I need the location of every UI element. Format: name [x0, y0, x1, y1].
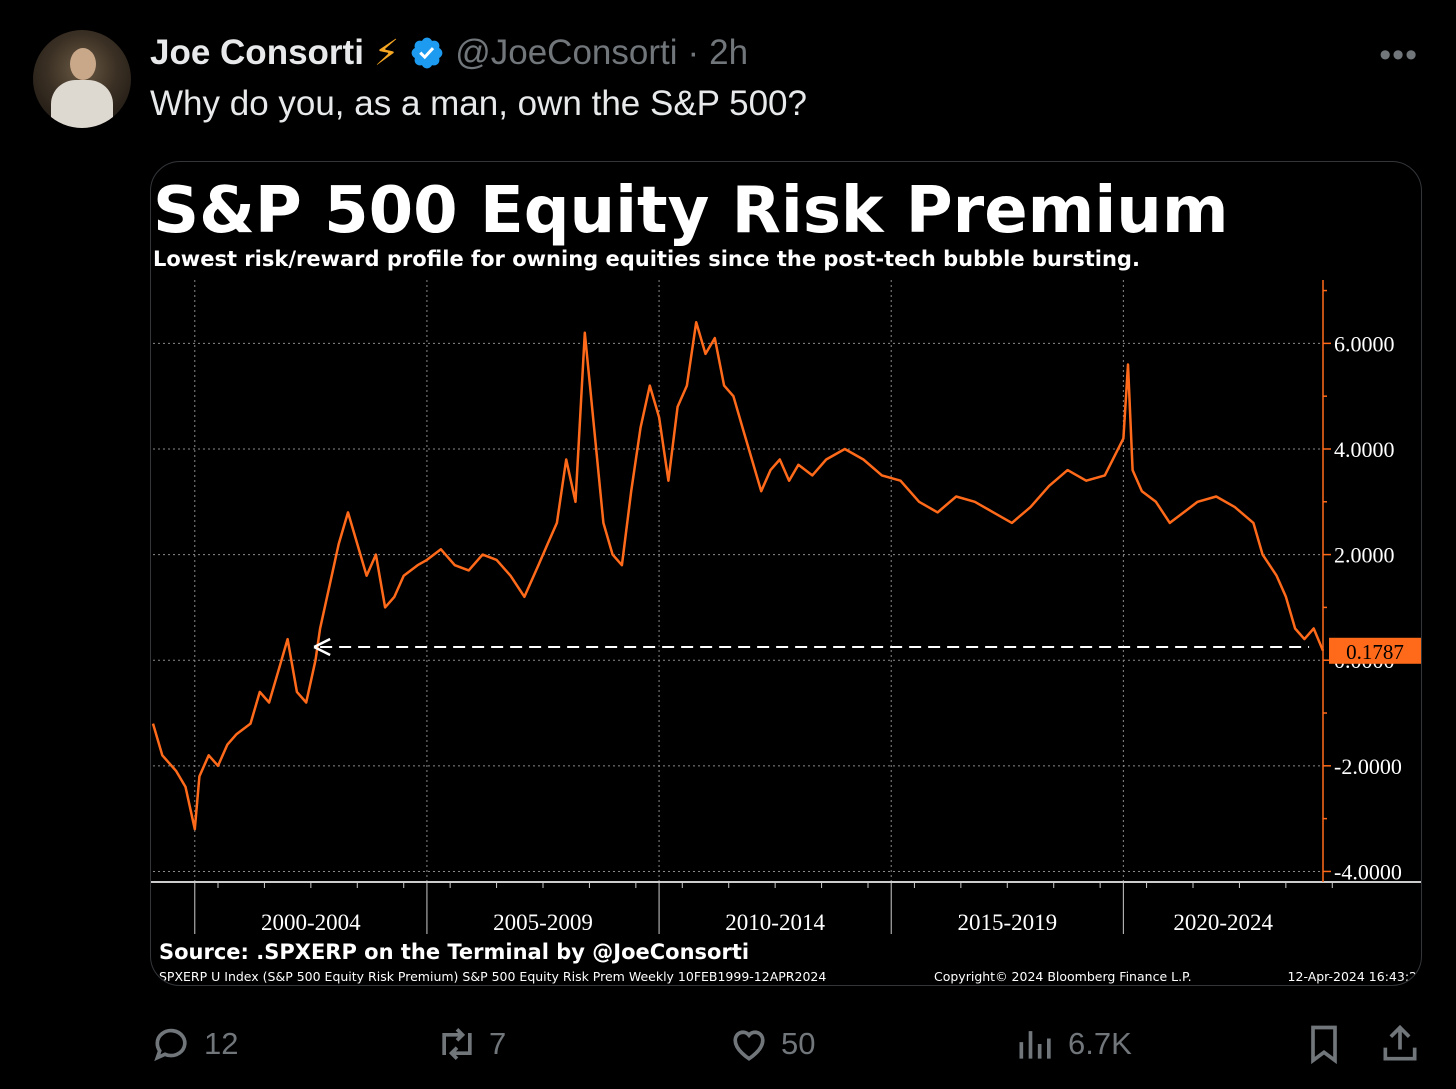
share-icon: [1383, 1024, 1417, 1061]
display-name[interactable]: Joe Consorti: [150, 33, 364, 72]
avatar[interactable]: [33, 30, 131, 128]
views-count: 6.7K: [1068, 1026, 1132, 1061]
like-button[interactable]: 50: [727, 1018, 815, 1070]
chart-footer-left: SPXERP U Index (S&P 500 Equity Risk Prem…: [159, 969, 826, 984]
grid-layer: [153, 280, 1323, 882]
chart-source: Source: .SPXERP on the Terminal by @JoeC…: [159, 940, 749, 964]
reference-layer: 0.1787: [313, 637, 1421, 664]
chart-image-card[interactable]: S&P 500 Equity Risk Premium Lowest risk/…: [150, 161, 1422, 986]
timestamp[interactable]: 2h: [709, 33, 749, 72]
x-tick-label: 2015-2019: [957, 910, 1057, 935]
chart-subtitle: Lowest risk/reward profile for owning eq…: [153, 247, 1140, 271]
chart-svg: S&P 500 Equity Risk Premium Lowest risk/…: [151, 174, 1421, 984]
like-icon: [733, 1030, 765, 1061]
avatar-head: [70, 48, 96, 80]
series-line: [151, 320, 1325, 831]
action-bar: 12 7 50 6.7K: [150, 1018, 1420, 1070]
x-tick-label: 2000-2004: [261, 910, 361, 935]
x-tick-label: 2005-2009: [493, 910, 593, 935]
bolt-emoji: ⚡: [373, 32, 400, 73]
reply-button[interactable]: 12: [150, 1018, 238, 1070]
verified-badge-icon: [411, 37, 443, 69]
views-icon: [1019, 1031, 1051, 1059]
handle[interactable]: @JoeConsorti: [455, 33, 678, 72]
retweet-count: 7: [489, 1026, 507, 1061]
views-button[interactable]: 6.7K: [1014, 1018, 1132, 1070]
last-value-tag: [1329, 637, 1421, 664]
retweet-icon: [442, 1028, 472, 1060]
chart-title: S&P 500 Equity Risk Premium: [153, 174, 1229, 248]
avatar-body: [51, 80, 113, 128]
separator-dot: ·: [687, 33, 700, 72]
chart-footer-mid: Copyright© 2024 Bloomberg Finance L.P.: [934, 969, 1192, 984]
bookmark-button[interactable]: [1302, 1018, 1346, 1070]
x-tick-label: 2010-2014: [725, 910, 825, 935]
axis-layer: 2000-2004 2005-2009 2010-2014 2015-2019 2020…: [151, 280, 1421, 935]
reply-icon: [154, 1028, 187, 1062]
bookmark-icon: [1311, 1025, 1337, 1065]
reply-count: 12: [204, 1026, 239, 1061]
reference-arrowhead: [313, 637, 331, 657]
like-count: 50: [781, 1026, 816, 1061]
y-tick-label: -4.0000: [1334, 859, 1402, 884]
tweet-text: Why do you, as a man, own the S&P 500?: [150, 84, 807, 123]
y-tick-label: 4.0000: [1334, 437, 1395, 462]
share-button[interactable]: [1378, 1018, 1422, 1070]
last-value-label: 0.1787: [1346, 640, 1404, 664]
more-icon[interactable]: •••: [1379, 36, 1418, 74]
chart-footer-right: 12-Apr-2024 16:43:2: [1288, 969, 1417, 984]
series-layer: [151, 320, 1325, 831]
retweet-button[interactable]: 7: [435, 1018, 506, 1070]
x-tick-label: 2020-2024: [1173, 910, 1273, 935]
y-tick-label: 6.0000: [1334, 331, 1395, 356]
tweet-header: Joe Consorti ⚡ @JoeConsorti · 2h: [150, 30, 748, 76]
y-tick-label: -2.0000: [1334, 754, 1402, 779]
y-tick-label: 2.0000: [1334, 543, 1395, 568]
